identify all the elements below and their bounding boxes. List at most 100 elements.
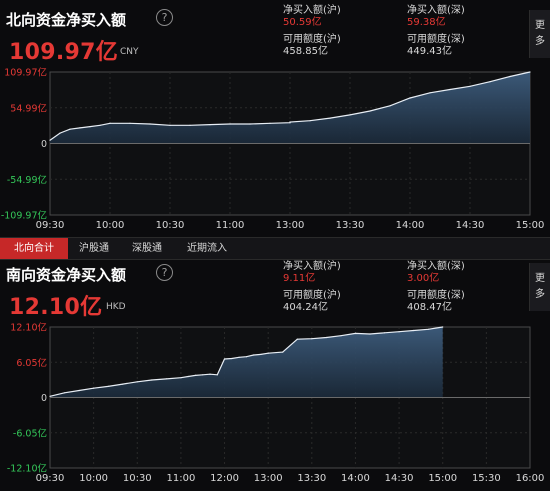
north-x-tick-label: 10:30 (156, 220, 185, 231)
south-data-point (187, 375, 189, 378)
south-sz-quota: 可用额度(深) 408.47亿 (407, 290, 465, 314)
north-sz-quota: 可用额度(深) 449.43亿 (407, 34, 465, 58)
south-sz-buy-label: 净买入额(深) (407, 261, 465, 272)
south-sz-quota-value: 408.47亿 (407, 302, 452, 313)
north-x-tick-label: 11:00 (216, 220, 245, 231)
north-x-tick-label: 14:00 (396, 220, 425, 231)
north-data-point (249, 123, 251, 125)
north-x-tick-label: 15:00 (516, 220, 545, 231)
south-x-tick-label: 13:30 (297, 473, 326, 484)
south-data-point (49, 395, 51, 397)
north-data-point (229, 123, 231, 125)
north-data-point (129, 122, 131, 124)
south-data-point (413, 329, 415, 332)
south-sh-quota-label: 可用额度(沪) (283, 290, 341, 301)
south-sh-quota-value: 404.24亿 (283, 302, 328, 313)
help-icon[interactable]: ? (156, 264, 173, 281)
south-data-point (354, 332, 357, 334)
north-sh-buy: 净买入额(沪) 50.59亿 (283, 5, 341, 29)
south-more-button[interactable]: 更多 (529, 263, 550, 311)
south-x-tick-label: 10:00 (79, 473, 108, 484)
south-data-point (442, 326, 444, 328)
northbound-title: 北向资金净买入额 (6, 11, 127, 29)
north-y-tick-label: 0 (41, 139, 47, 150)
north-sh-quota-value: 458.85亿 (283, 46, 328, 57)
southbound-amount: 12.10亿 (9, 295, 103, 320)
north-data-point (189, 124, 191, 126)
north-data-point (99, 124, 101, 126)
north-y-tick-label: -109.97亿 (1, 210, 47, 222)
north-sz-quota-label: 可用额度(深) (407, 34, 465, 45)
north-sz-buy: 净买入额(深) 59.38亿 (407, 5, 465, 29)
tab-shanghai-connect[interactable]: 沪股通 (79, 243, 109, 254)
tab-recent-inflow[interactable]: 近期流入 (187, 243, 227, 254)
north-sz-buy-value: 59.38亿 (407, 17, 446, 28)
north-data-point (289, 121, 291, 123)
north-data-point (149, 123, 151, 125)
north-x-tick-label: 13:30 (336, 220, 365, 231)
south-x-tick-label: 15:00 (428, 473, 457, 484)
north-data-point (169, 124, 171, 126)
southbound-title: 南向资金净买入额 (6, 266, 127, 284)
north-y-tick-label: -54.99亿 (7, 174, 47, 186)
northbound-panel: 北向资金净买入额 ? 109.97亿 CNY 净买入额(沪) 50.59亿 净买… (0, 0, 550, 237)
north-data-point (89, 126, 91, 128)
south-x-tick-label: 16:00 (516, 473, 545, 484)
southbound-panel: 南向资金净买入额 ? 12.10亿 HKD 净买入额(沪) 9.11亿 净买入额… (0, 259, 550, 491)
north-data-point (469, 85, 471, 87)
north-sh-buy-value: 50.59亿 (283, 17, 322, 28)
south-data-point (151, 379, 153, 381)
south-sh-buy-label: 净买入额(沪) (283, 261, 341, 272)
south-data-point (122, 383, 124, 385)
south-y-tick-label: 0 (41, 393, 47, 404)
north-more-button[interactable]: 更多 (529, 10, 550, 58)
north-sz-buy-label: 净买入额(深) (407, 5, 465, 16)
north-data-point (209, 124, 211, 126)
north-data-point (529, 71, 531, 73)
south-data-point (238, 356, 240, 358)
north-data-point (509, 75, 511, 78)
north-x-tick-label: 13:00 (276, 220, 305, 231)
south-data-point (296, 338, 298, 340)
north-y-tick-label: 109.97亿 (4, 67, 47, 79)
north-data-point (449, 88, 451, 91)
south-data-point (398, 331, 400, 333)
south-data-point (282, 351, 284, 353)
south-data-point (231, 357, 233, 360)
north-data-point (329, 117, 331, 119)
south-data-point (311, 338, 313, 340)
south-data-point (216, 374, 218, 376)
south-data-point (383, 332, 386, 334)
help-icon[interactable]: ? (156, 9, 173, 26)
north-data-point (489, 81, 491, 83)
north-data-point (389, 105, 391, 107)
south-data-point (340, 335, 342, 337)
south-sh-buy-value: 9.11亿 (283, 273, 316, 284)
south-data-point (267, 352, 269, 354)
south-y-tick-label: -6.05亿 (13, 427, 47, 439)
south-sz-buy: 净买入额(深) 3.00亿 (407, 261, 465, 285)
south-data-point (325, 336, 327, 339)
tab-north-total[interactable]: 北向合计 (0, 238, 68, 259)
tab-shenzhen-connect[interactable]: 深股通 (132, 243, 162, 254)
south-data-point (180, 377, 182, 379)
north-sz-quota-value: 449.43亿 (407, 46, 452, 57)
south-x-tick-label: 15:30 (472, 473, 501, 484)
south-data-point (107, 385, 109, 387)
south-data-point (78, 389, 80, 392)
south-x-tick-label: 14:00 (341, 473, 370, 484)
south-y-tick-label: 12.10亿 (10, 322, 47, 334)
south-data-point (136, 381, 138, 383)
north-data-point (79, 127, 81, 129)
north-data-point (59, 132, 61, 134)
north-data-point (109, 122, 111, 124)
south-x-tick-label: 10:30 (123, 473, 152, 484)
north-y-tick-label: 54.99亿 (10, 102, 47, 114)
south-data-point (427, 328, 429, 330)
south-y-tick-label: 6.05亿 (16, 357, 47, 369)
south-sh-buy: 净买入额(沪) 9.11亿 (283, 261, 341, 285)
south-series-line (49, 326, 443, 397)
north-data-point (429, 92, 431, 94)
